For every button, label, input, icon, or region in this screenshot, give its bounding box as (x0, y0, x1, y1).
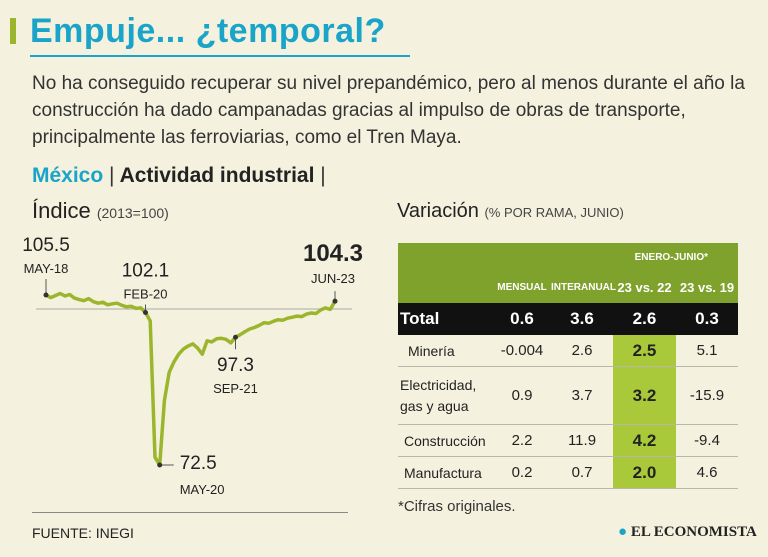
annotation-date: MAY-20 (180, 482, 225, 497)
table-row: Construcción 2.2 11.9 4.2 -9.4 (398, 425, 738, 457)
table-row: Electricidad, gas y agua 0.9 3.7 3.2 -15… (398, 367, 738, 425)
series-line (45, 291, 337, 467)
source-text: FUENTE: INEGI (32, 525, 134, 541)
group-header-label: ENERO-JUNIO* (634, 251, 708, 263)
cell-interanual: 2.6 (571, 342, 593, 359)
cell-23-vs-19: -9.4 (694, 432, 720, 449)
table-column-headers: MENSUAL INTERANUAL 23 vs. 22 23 vs. 19 (398, 271, 738, 303)
annotation-value: 104.3 (303, 240, 363, 267)
footer-divider (32, 512, 348, 513)
annotation-value: 97.3 (217, 355, 254, 376)
cell-23-vs-19: 4.6 (696, 464, 718, 481)
cell-23-vs-19: -15.9 (689, 387, 725, 404)
cell-23-vs-19: 5.1 (696, 342, 718, 359)
table-heading: Variación (% POR RAMA, JUNIO) (397, 200, 624, 223)
cell-mensual: 0.2 (511, 464, 533, 481)
table-row: Manufactura 0.2 0.7 2.0 4.6 (398, 457, 738, 489)
section-subject: Actividad industrial (119, 164, 315, 187)
cell-mensual: 2.2 (511, 432, 533, 449)
line-chart: 105.5 MAY-18 102.1 FEB-20 72.5 MAY-20 97.3 SEP-… (22, 235, 363, 497)
chart-subtitle: (2013=100) (96, 205, 169, 221)
page-title: Empuje... ¿temporal? (30, 12, 386, 50)
table-subtitle: (% POR RAMA, JUNIO) (484, 205, 624, 220)
title-underline (30, 55, 410, 57)
annotation-date: JUN-23 (311, 271, 355, 286)
annotation-point (157, 462, 163, 468)
intro-text: No ha conseguido recuperar su nivel prep… (32, 73, 745, 148)
title-accent-bar (10, 18, 16, 44)
row-label: Construcción (404, 432, 486, 449)
header-23-vs-19: 23 vs. 19 (679, 279, 735, 295)
cell-23-vs-22: 2.5 (613, 335, 676, 366)
header-interanual: INTERANUAL (551, 281, 616, 293)
brand-name: EL ECONOMISTA (630, 524, 757, 540)
table-group-header: ENERO-JUNIO* (398, 243, 738, 271)
table-row: Minería -0.004 2.6 2.5 5.1 (398, 335, 738, 367)
annotation-value: 105.5 (22, 235, 70, 256)
annotation-point (332, 298, 338, 304)
table-row-total: Total 0.6 3.6 2.6 0.3 (398, 303, 738, 335)
annotation-point (233, 334, 239, 340)
section-separator: | (320, 164, 326, 187)
chart-heading: Índice (2013=100) (32, 198, 169, 224)
brand-logo: ● EL ECONOMISTA (618, 524, 757, 541)
section-heading: México | Actividad industrial | (32, 164, 326, 188)
row-label: Minería (408, 342, 455, 359)
row-label: Manufactura (404, 464, 482, 481)
row-label: Total (400, 309, 440, 328)
annotation-date: FEB-20 (123, 287, 167, 302)
cell-23-vs-22: 4.2 (613, 425, 676, 456)
annotation-point (142, 310, 148, 316)
cell-mensual: 0.6 (510, 309, 534, 328)
row-label: Electricidad, gas y agua (400, 376, 477, 414)
cell-interanual: 0.7 (571, 464, 593, 481)
header-23-vs-22: 23 vs. 22 (617, 279, 672, 295)
annotation-date: SEP-21 (213, 381, 258, 396)
annotation-value: 72.5 (180, 453, 217, 474)
table-title: Variación (397, 200, 479, 222)
annotation-date: MAY-18 (24, 261, 69, 276)
cell-mensual: -0.004 (500, 342, 544, 359)
footnote: *Cifras originales. (398, 498, 516, 515)
cell-23-vs-22: 2.6 (632, 309, 657, 328)
variation-table: ENERO-JUNIO* MENSUAL INTERANUAL 23 vs. 2… (398, 243, 738, 489)
cell-mensual: 0.9 (511, 387, 533, 404)
cell-23-vs-22: 2.0 (613, 457, 676, 488)
cell-interanual: 3.7 (571, 387, 593, 404)
section-country: México (32, 164, 104, 187)
brand-icon: ● (618, 524, 628, 540)
chart-title: Índice (32, 198, 91, 223)
annotation-value: 102.1 (122, 261, 170, 282)
header-mensual: MENSUAL (497, 281, 547, 293)
cell-interanual: 3.6 (570, 309, 594, 328)
cell-23-vs-19: 0.3 (695, 309, 719, 328)
cell-interanual: 11.9 (567, 432, 597, 449)
annotation-point (43, 292, 49, 298)
cell-23-vs-22: 3.2 (613, 367, 676, 424)
section-separator: | (109, 164, 115, 187)
